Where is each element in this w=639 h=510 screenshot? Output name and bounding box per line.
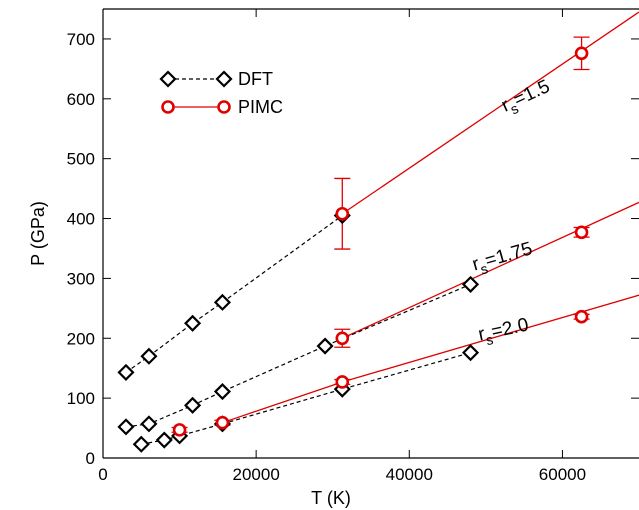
curve-label-rs175: rs=1.75: [470, 238, 536, 279]
fit-line-rs175: [342, 201, 639, 339]
x-tick-label: 0: [98, 465, 107, 484]
dft-point: [184, 396, 202, 414]
y-tick-label: 600: [67, 90, 95, 109]
y-tick-label: 200: [67, 329, 95, 348]
dft-point: [316, 337, 334, 355]
y-tick-label: 700: [67, 30, 95, 49]
x-tick-label: 40000: [386, 465, 433, 484]
dft-point: [461, 275, 480, 293]
fit-line-rs15: [341, 11, 639, 215]
y-tick-label: 100: [67, 389, 95, 408]
pimc-point: [335, 331, 350, 346]
y-tick-label: 0: [86, 449, 95, 468]
axes-frame: [102, 8, 639, 459]
dft-line-rs15: [125, 215, 343, 373]
curve-label-rs20: rs=2.0: [476, 314, 531, 349]
legend-pimc-marker: [161, 100, 175, 114]
pimc-point: [335, 375, 350, 389]
curve-label-rs15: rs=1.5: [498, 76, 555, 120]
pimc-point: [172, 423, 187, 437]
pimc-point: [574, 46, 589, 61]
y-tick-label: 500: [67, 150, 95, 169]
legend-dft-marker: [159, 70, 177, 88]
y-tick-label: 300: [67, 269, 95, 288]
dft-point: [117, 363, 135, 381]
legend-pimc-label: PIMC: [238, 97, 283, 117]
dft-line-rs20: [141, 352, 471, 445]
dft-point: [140, 347, 158, 365]
pimc-point: [215, 415, 230, 430]
x-axis-title: T (K): [311, 488, 351, 508]
dft-point: [155, 431, 173, 449]
dft-point: [213, 293, 232, 311]
pimc-point: [574, 309, 589, 324]
dft-connector-lines: [125, 215, 471, 445]
dft-point: [117, 418, 135, 436]
dft-point: [184, 314, 202, 332]
dft-line-rs175: [125, 283, 471, 428]
legend-dft-marker: [215, 70, 233, 88]
data-markers: [117, 46, 589, 453]
legend-pimc-marker: [217, 100, 231, 114]
y-tick-label: 400: [67, 210, 95, 229]
x-tick-label: 60000: [539, 465, 586, 484]
y-axis-title: P (GPa): [28, 201, 48, 266]
x-tick-label: 20000: [233, 465, 280, 484]
fit-lines: [222, 11, 639, 424]
dft-point: [132, 435, 150, 453]
dft-point: [213, 382, 232, 401]
axis-ticks: 0 100 200 300 400 500 600 700 0 20000 40000 60000: [67, 9, 639, 484]
dft-point: [140, 415, 158, 433]
curve-labels: rs=1.5 rs=1.75 rs=2.0: [470, 76, 555, 349]
pimc-point: [335, 206, 350, 221]
legend-dft-label: DFT: [238, 69, 273, 89]
dft-point: [461, 344, 480, 362]
pimc-point: [574, 225, 589, 240]
legend: DFT PIMC: [159, 69, 283, 117]
